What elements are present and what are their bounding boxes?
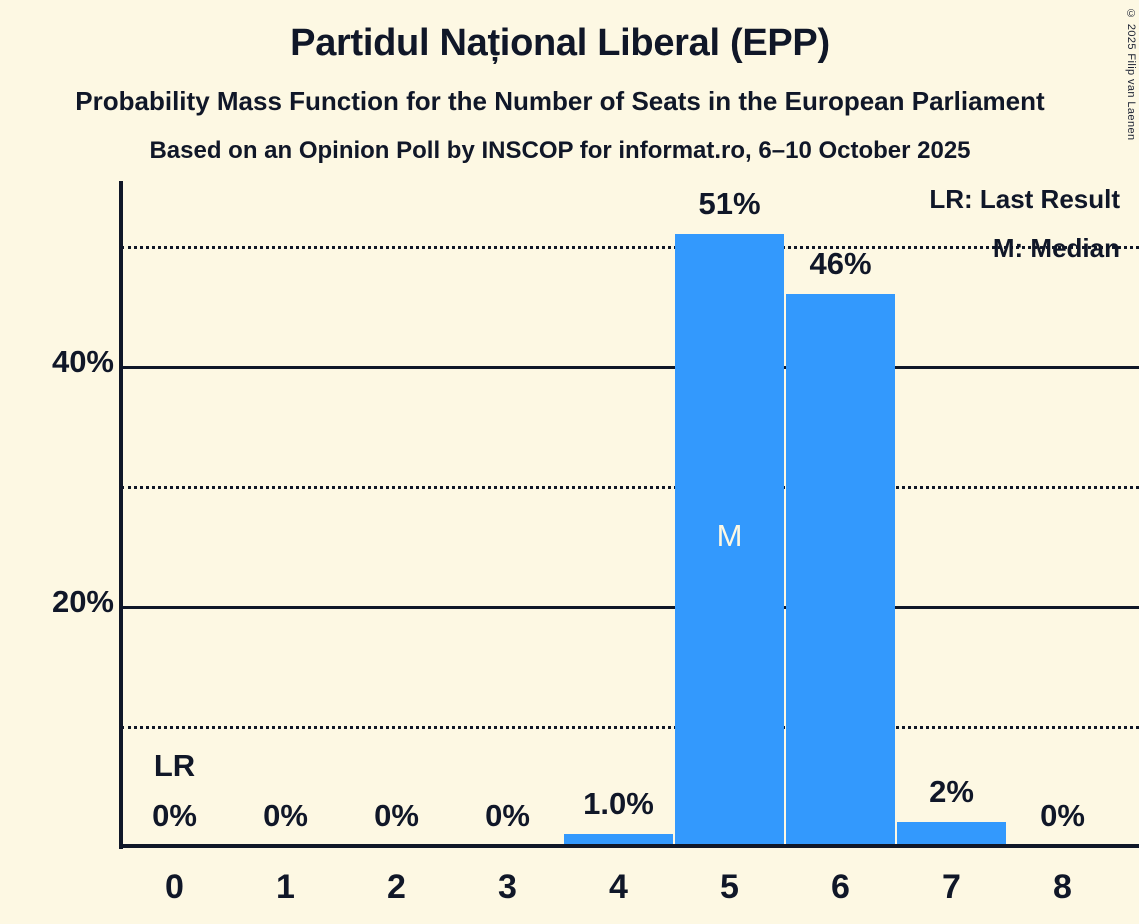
bar-value-label-8: 0% — [1040, 798, 1085, 833]
x-axis-tick-6: 6 — [831, 868, 850, 906]
bar-value-label-7: 2% — [929, 774, 974, 809]
y-axis-label-20pct: 20% — [51, 584, 114, 619]
gridline-30pct — [121, 486, 1139, 489]
bar-value-label-2: 0% — [374, 798, 419, 833]
bar-value-label-0: 0% — [152, 798, 197, 833]
x-axis-tick-3: 3 — [498, 868, 517, 906]
page-title: Partidul Național Liberal (EPP) — [290, 22, 830, 64]
bar-seats-4[interactable] — [564, 834, 673, 846]
x-axis-tick-0: 0 — [165, 868, 184, 906]
median-marker: M — [716, 518, 743, 553]
gridline-20pct — [121, 606, 1139, 609]
x-axis-tick-7: 7 — [942, 868, 961, 906]
legend-median: M: Median — [992, 233, 1120, 263]
bar-seats-6[interactable] — [786, 294, 895, 846]
bar-value-label-6: 46% — [809, 246, 872, 281]
gridline-10pct — [121, 726, 1139, 729]
y-axis-label-40pct: 40% — [51, 344, 114, 379]
bar-value-label-3: 0% — [485, 798, 530, 833]
bar-seats-7[interactable] — [897, 822, 1006, 846]
gridline-50pct — [121, 246, 1139, 249]
bar-value-label-5: 51% — [698, 186, 761, 221]
chart-subtitle: Probability Mass Function for the Number… — [75, 86, 1045, 116]
x-axis-tick-4: 4 — [609, 868, 628, 906]
x-axis-line — [119, 844, 1139, 848]
x-axis-tick-5: 5 — [720, 868, 739, 906]
bar-seats-5[interactable] — [675, 234, 784, 846]
copyright-notice: © 2025 Filip van Laenen — [1125, 8, 1137, 141]
x-axis-tick-1: 1 — [276, 868, 295, 906]
y-axis-line — [119, 181, 123, 849]
bar-value-label-1: 0% — [263, 798, 308, 833]
x-axis-tick-2: 2 — [387, 868, 406, 906]
legend-last-result: LR: Last Result — [929, 184, 1120, 214]
x-axis-tick-8: 8 — [1053, 868, 1072, 906]
gridline-40pct — [121, 366, 1139, 369]
bar-value-label-4: 1.0% — [583, 786, 654, 821]
chart-source-note: Based on an Opinion Poll by INSCOP for i… — [149, 137, 971, 164]
last-result-marker: LR — [153, 748, 196, 783]
